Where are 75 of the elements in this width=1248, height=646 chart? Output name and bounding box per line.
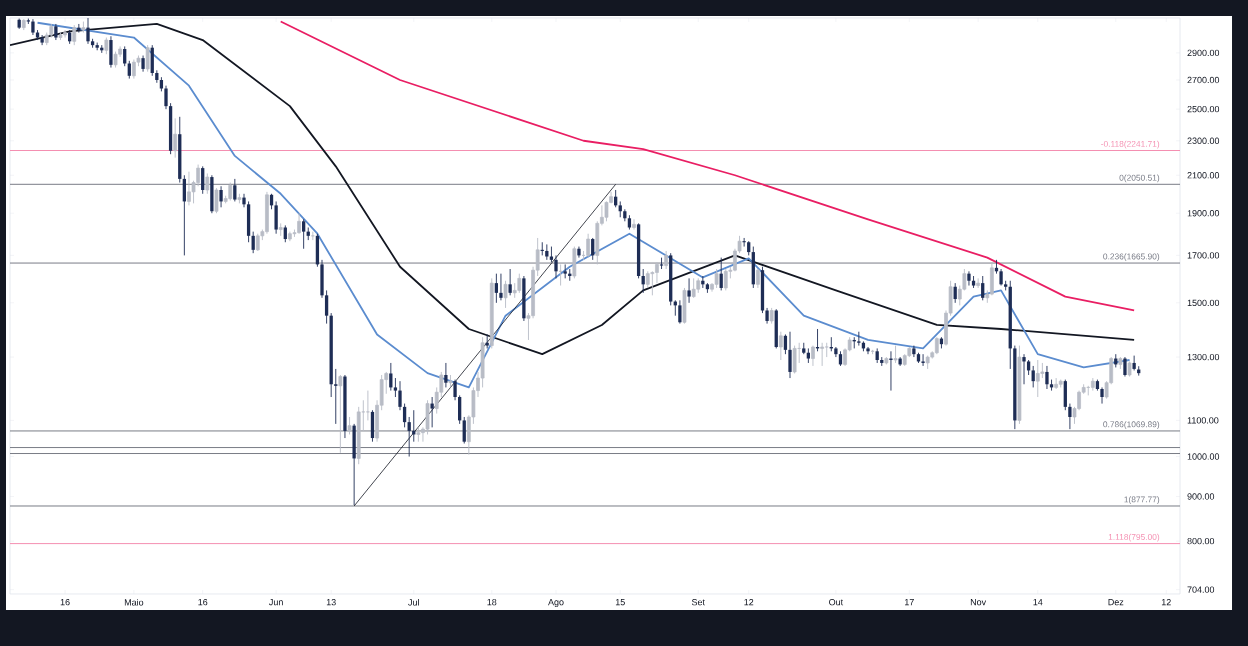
candlestick bbox=[788, 331, 792, 379]
candlestick bbox=[338, 374, 343, 454]
candlestick bbox=[132, 59, 136, 80]
candlestick bbox=[508, 268, 512, 296]
candlestick bbox=[1132, 355, 1136, 371]
candlestick bbox=[444, 362, 448, 388]
candlestick bbox=[1031, 365, 1035, 388]
candlestick bbox=[664, 250, 668, 270]
candlestick bbox=[1022, 353, 1026, 385]
candlestick bbox=[981, 275, 985, 301]
candlestick bbox=[274, 201, 278, 235]
candlestick bbox=[778, 331, 783, 361]
candlestick bbox=[389, 362, 393, 392]
candlestick bbox=[40, 34, 44, 46]
candlestick bbox=[586, 233, 590, 259]
candlestick bbox=[682, 287, 687, 325]
candlestick bbox=[820, 342, 824, 367]
candlestick bbox=[554, 254, 558, 279]
candlestick bbox=[219, 185, 223, 208]
candlestick bbox=[691, 277, 696, 299]
candlestick bbox=[109, 35, 113, 68]
candlestick bbox=[1100, 386, 1104, 405]
candlestick bbox=[416, 426, 421, 443]
candlestick bbox=[145, 44, 150, 73]
candlestick bbox=[723, 268, 728, 291]
candlestick bbox=[650, 270, 655, 296]
candlestick bbox=[448, 374, 453, 388]
candlestick bbox=[1035, 359, 1040, 398]
candlestick bbox=[912, 345, 916, 358]
candlestick bbox=[714, 268, 719, 289]
candlestick bbox=[352, 423, 356, 506]
candlestick bbox=[63, 29, 67, 38]
candlestick bbox=[751, 246, 755, 289]
candlestick bbox=[517, 273, 522, 294]
candlestick bbox=[86, 17, 90, 45]
candlestick bbox=[425, 399, 430, 435]
candlestick bbox=[756, 268, 760, 289]
candlestick bbox=[356, 406, 361, 465]
candlestick bbox=[205, 173, 210, 195]
candlestick bbox=[522, 275, 526, 322]
candlestick bbox=[659, 257, 664, 270]
candlestick bbox=[302, 218, 306, 250]
candlestick bbox=[604, 201, 609, 222]
candlestick bbox=[233, 178, 237, 202]
candlestick bbox=[857, 331, 861, 347]
candlestick bbox=[187, 171, 191, 206]
candlestick bbox=[265, 191, 269, 235]
candlestick bbox=[687, 277, 691, 304]
candlestick bbox=[572, 246, 577, 279]
candlestick bbox=[201, 165, 205, 195]
candlestick bbox=[1045, 365, 1049, 390]
candlestick bbox=[976, 277, 980, 289]
candlestick bbox=[499, 273, 503, 301]
candlestick bbox=[967, 270, 971, 286]
candlestick bbox=[370, 409, 375, 443]
candlestick bbox=[990, 261, 994, 296]
candlestick bbox=[792, 345, 797, 374]
candlestick bbox=[278, 222, 283, 237]
candlestick bbox=[678, 299, 682, 325]
candlestick bbox=[503, 280, 508, 309]
candlestick bbox=[210, 174, 214, 214]
candlestick bbox=[921, 353, 925, 367]
candlestick bbox=[173, 117, 178, 159]
candlestick bbox=[898, 356, 902, 367]
candlestick bbox=[494, 273, 499, 304]
candlestick bbox=[72, 24, 77, 46]
candlestick bbox=[1054, 377, 1058, 390]
candlestick bbox=[774, 308, 778, 349]
candlestick bbox=[577, 246, 581, 259]
candlestick bbox=[632, 218, 636, 230]
candlestick bbox=[824, 342, 829, 358]
candlestick bbox=[1123, 356, 1127, 377]
candlestick bbox=[430, 396, 434, 428]
candlestick bbox=[297, 212, 301, 235]
candlestick bbox=[214, 187, 219, 214]
